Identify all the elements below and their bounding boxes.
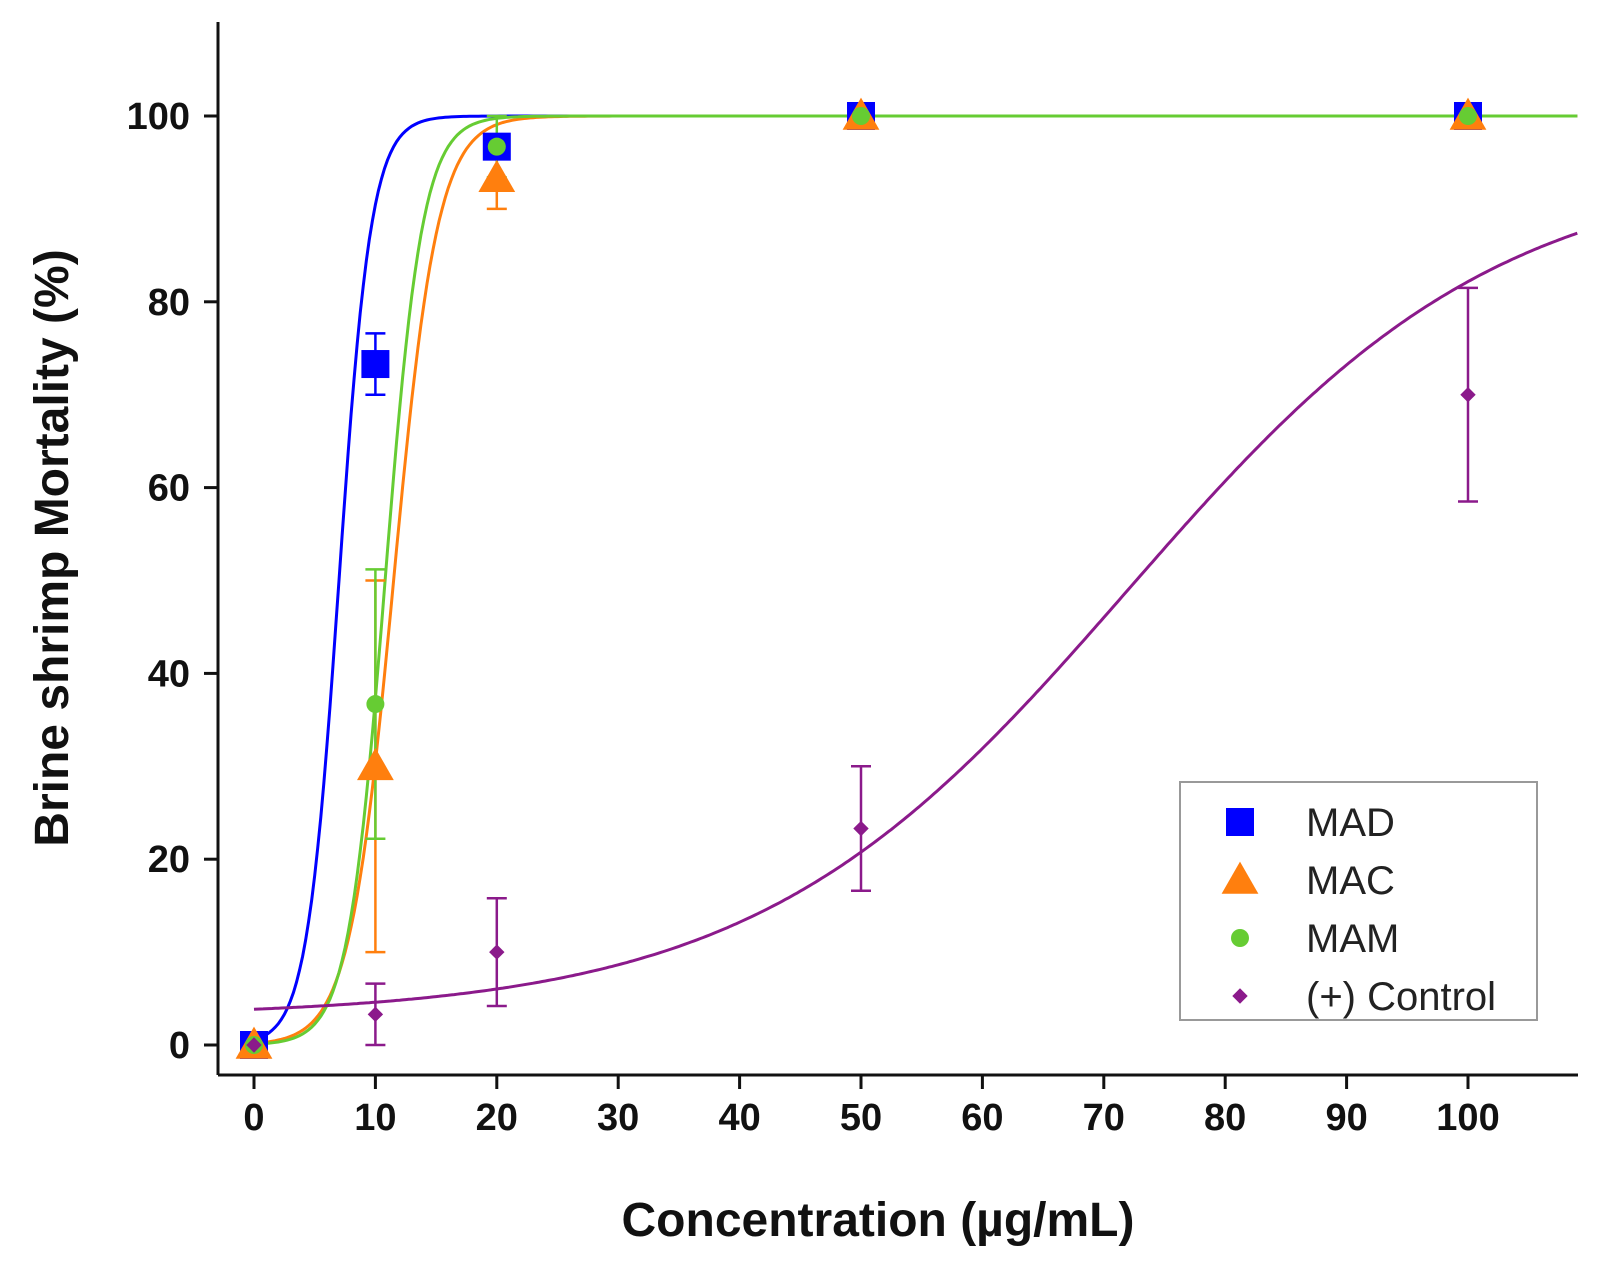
marker-mam (1459, 107, 1477, 125)
y-tick-label: 20 (148, 839, 190, 881)
marker-mam (366, 695, 385, 714)
x-tick-label: 20 (476, 1097, 518, 1139)
legend: MAD MAC MAM (+) Control (1179, 781, 1538, 1021)
tick-labels: 0 10 20 30 40 50 60 70 80 90 100 0 20 40 60 80 100 (127, 96, 1500, 1139)
data-markers (235, 97, 1487, 1059)
legend-label-mad: MAD (1306, 801, 1395, 845)
marker-mad (361, 350, 390, 379)
legend-label-mac: MAC (1306, 859, 1395, 903)
y-tick-label: 100 (127, 96, 190, 138)
marker-mam (852, 107, 870, 125)
fit-curves (253, 114, 1578, 1046)
legend-label-control: (+) Control (1306, 975, 1496, 1019)
marker-mac (357, 747, 394, 781)
fit-curve-control (253, 231, 1578, 1011)
y-tick-label: 80 (148, 282, 190, 324)
x-tick-label: 90 (1325, 1097, 1367, 1139)
x-tick-label: 0 (243, 1097, 264, 1139)
marker-mam (487, 137, 506, 156)
marker-control (489, 944, 505, 960)
legend-label-mam: MAM (1306, 917, 1399, 961)
marker-control (853, 820, 869, 837)
legend-marker-mam (1231, 929, 1249, 947)
marker-mac (478, 159, 516, 193)
y-tick-label: 60 (148, 468, 190, 510)
x-axis-title: Concentration (µg/mL) (622, 1194, 1135, 1247)
x-tick-label: 40 (718, 1097, 760, 1139)
marker-control (1460, 387, 1476, 403)
axes (204, 22, 1578, 1089)
legend-marker-control (1232, 988, 1248, 1004)
legend-marker-mad (1226, 808, 1254, 836)
x-tick-label: 70 (1083, 1097, 1125, 1139)
x-tick-label: 60 (961, 1097, 1003, 1139)
x-tick-label: 80 (1204, 1097, 1246, 1139)
marker-control (246, 1037, 262, 1053)
y-axis-title: Brine shrimp Mortality (%) (26, 249, 79, 846)
x-tick-label: 30 (597, 1097, 639, 1139)
y-tick-label: 40 (148, 653, 190, 695)
legend-marker-mac (1221, 861, 1259, 894)
x-tick-label: 100 (1436, 1097, 1499, 1139)
fit-curve-mam (253, 114, 1578, 1046)
x-tick-label: 50 (840, 1097, 882, 1139)
marker-control (367, 1006, 384, 1023)
x-tick-label: 10 (354, 1097, 396, 1139)
y-tick-label: 0 (169, 1025, 190, 1067)
